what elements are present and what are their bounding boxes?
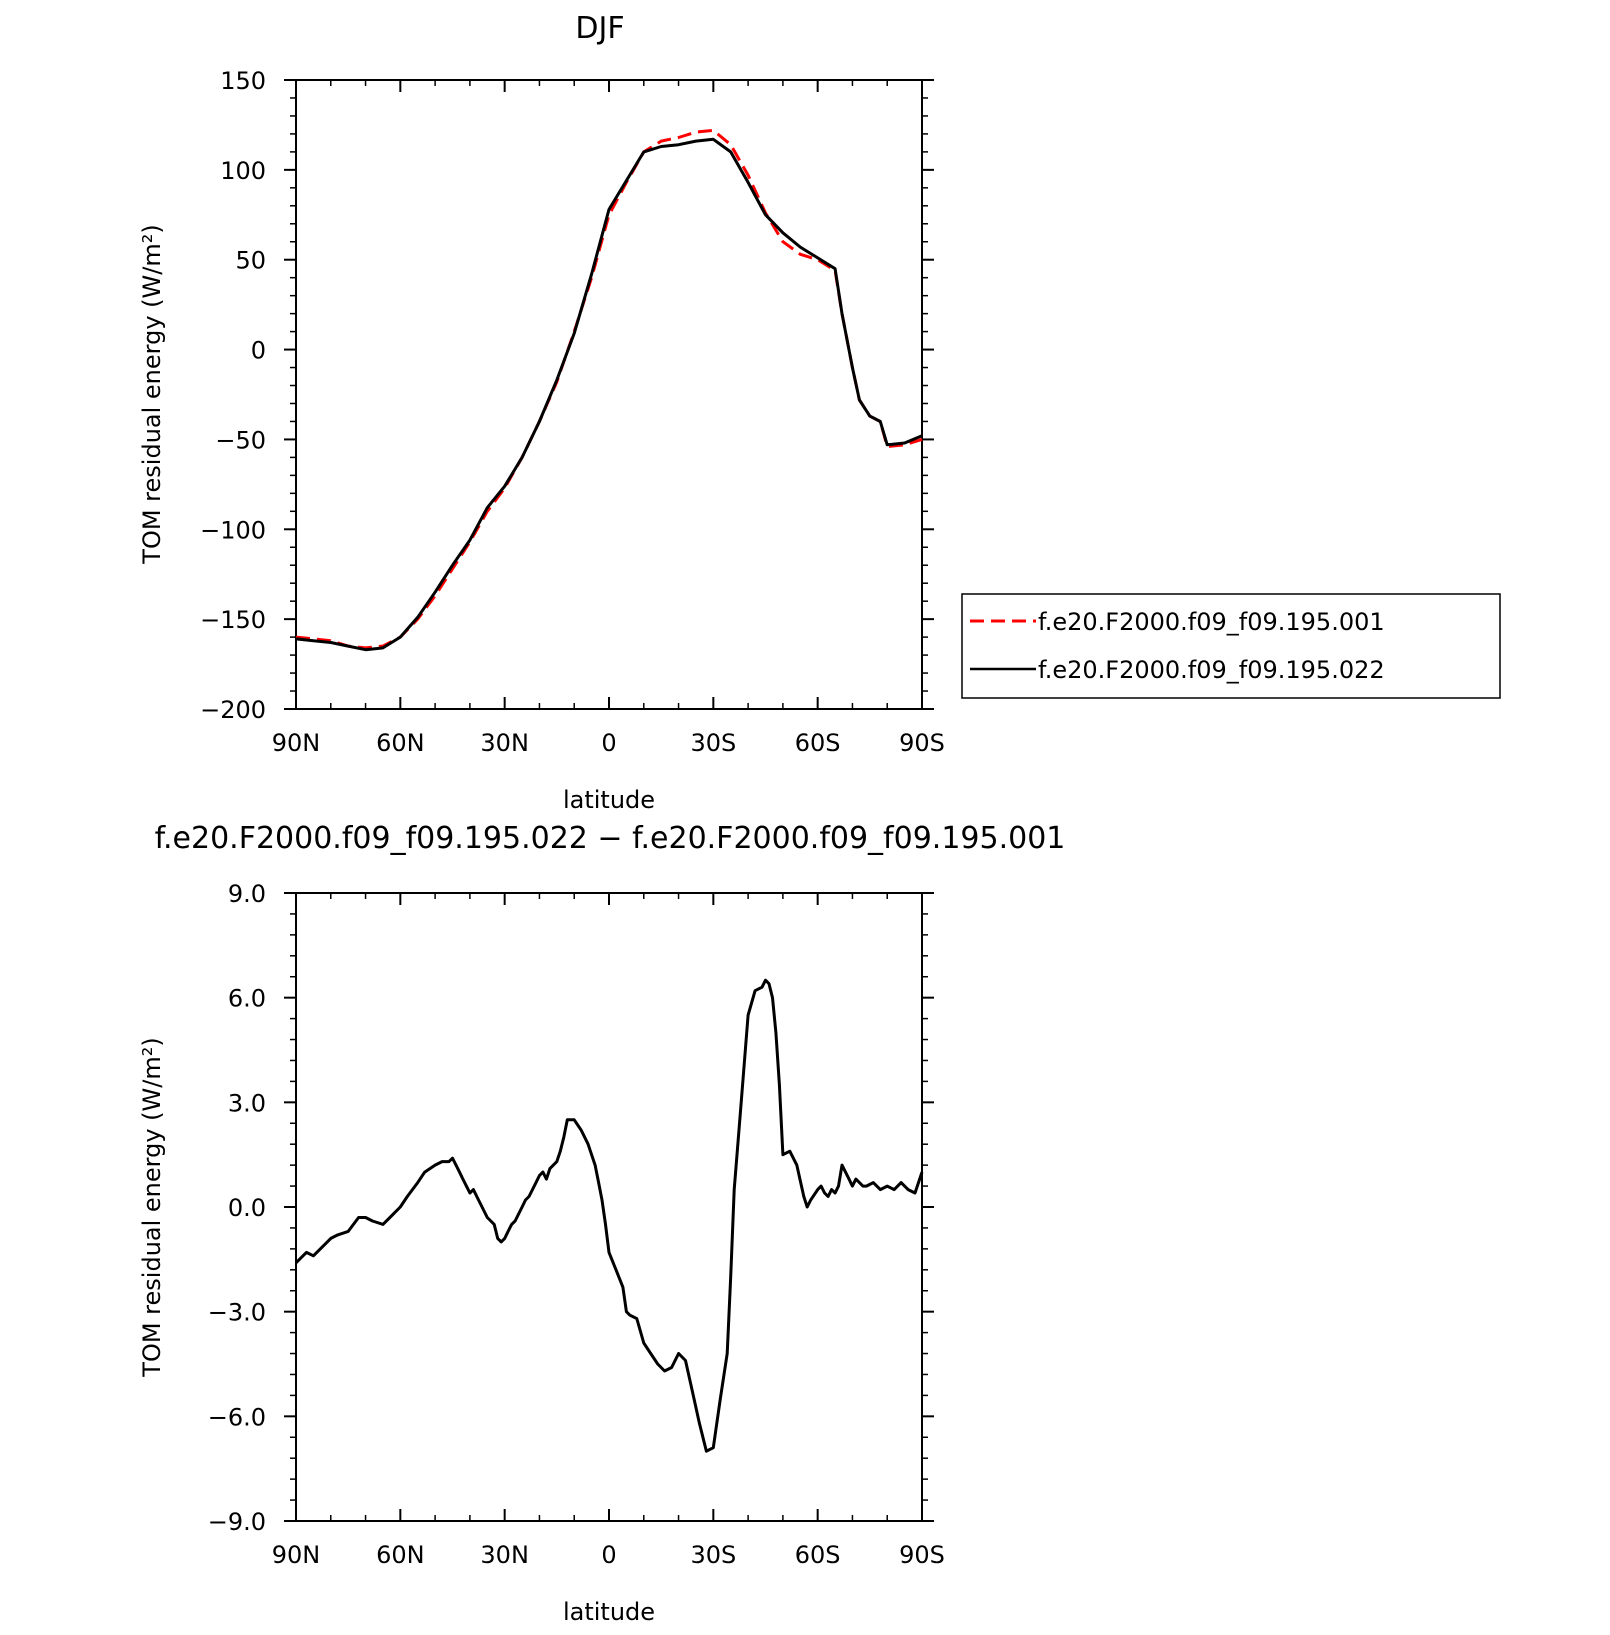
- chart0-series-1-line: [295, 137, 923, 652]
- chart0-x-tick-label: 90N: [272, 729, 321, 757]
- chart1-x-tick-label: 30S: [690, 1541, 736, 1569]
- chart0-x-tick-label: 60S: [795, 729, 841, 757]
- bottom-chart: f.e20.F2000.f09_f09.195.022 − f.e20.F200…: [138, 821, 1065, 1626]
- chart1-x-tick-label: 90N: [272, 1541, 321, 1569]
- bottom-plot-frame: [295, 892, 923, 1522]
- legend: f.e20.F2000.f09_f09.195.001 f.e20.F2000.…: [961, 593, 1501, 699]
- chart1-y-tick-label: −9.0: [208, 1508, 266, 1536]
- chart0-y-tick-label: 50: [235, 247, 266, 275]
- chart1-y-tick-label: −3.0: [208, 1299, 266, 1327]
- top-chart: DJF 90N 60N 30N 0 30S 60S 90S 150 100 50 0 −50 −100 −…: [138, 11, 945, 814]
- top-axis-ticks: 90N 60N 30N 0 30S 60S 90S 150 100 50 0 −50 −100 −150 −…: [200, 67, 945, 757]
- bottom-x-axis-label: latitude: [563, 1598, 655, 1626]
- chart1-x-tick-label: 30N: [480, 1541, 529, 1569]
- chart0-y-tick-label: −150: [200, 606, 266, 634]
- bottom-y-axis-label: TOM residual energy (W/m²): [138, 1037, 166, 1377]
- bottom-series-layer: [294, 978, 924, 1453]
- chart1-y-tick-label: 3.0: [228, 1089, 266, 1117]
- chart0-x-tick-label: 30S: [690, 729, 736, 757]
- bottom-chart-title: f.e20.F2000.f09_f09.195.022 − f.e20.F200…: [155, 821, 1066, 856]
- top-x-axis-label: latitude: [563, 786, 655, 814]
- legend-label-001: f.e20.F2000.f09_f09.195.001: [1038, 608, 1385, 636]
- chart0-y-tick-label: 150: [220, 67, 266, 95]
- bottom-axis-ticks: 90N 60N 30N 0 30S 60S 90S 9.0 6.0 3.0 0.0 −3.0 −6.0 −…: [208, 880, 945, 1569]
- top-series-layer: [295, 128, 923, 652]
- chart1-x-tick-label: 90S: [899, 1541, 945, 1569]
- legend-box: [961, 593, 1501, 699]
- chart1-y-tick-label: 0.0: [228, 1194, 266, 1222]
- chart0-y-tick-label: 0: [251, 337, 266, 365]
- chart1-x-tick-label: 60N: [376, 1541, 425, 1569]
- chart1-y-tick-label: 9.0: [228, 880, 266, 908]
- chart1-y-tick-label: −6.0: [208, 1403, 266, 1431]
- chart0-x-tick-label: 0: [601, 729, 616, 757]
- top-y-axis-label: TOM residual energy (W/m²): [138, 224, 166, 564]
- top-plot-frame: [295, 79, 923, 710]
- chart1-x-tick-label: 60S: [795, 1541, 841, 1569]
- chart0-y-tick-label: −100: [200, 516, 266, 544]
- chart0-x-tick-label: 30N: [480, 729, 529, 757]
- chart0-y-tick-label: −200: [200, 696, 266, 724]
- legend-label-022: f.e20.F2000.f09_f09.195.022: [1038, 656, 1385, 684]
- chart1-x-tick-label: 0: [601, 1541, 616, 1569]
- chart0-x-tick-label: 60N: [376, 729, 425, 757]
- chart0-y-tick-label: −50: [215, 426, 266, 454]
- chart1-series-0-line: [294, 978, 924, 1453]
- chart0-y-tick-label: 100: [220, 157, 266, 185]
- chart1-y-tick-label: 6.0: [228, 985, 266, 1013]
- chart0-x-tick-label: 90S: [899, 729, 945, 757]
- top-chart-title: DJF: [575, 11, 624, 46]
